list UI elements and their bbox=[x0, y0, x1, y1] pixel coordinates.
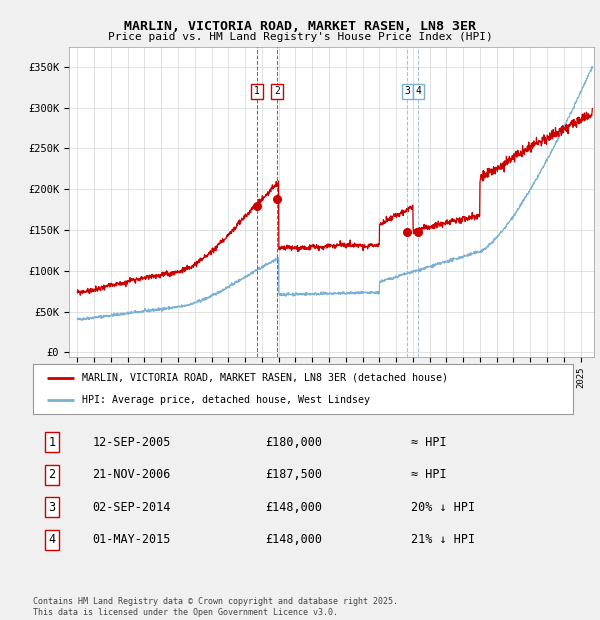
Text: 12-SEP-2005: 12-SEP-2005 bbox=[92, 436, 171, 449]
Text: 1: 1 bbox=[49, 436, 55, 449]
Text: MARLIN, VICTORIA ROAD, MARKET RASEN, LN8 3ER: MARLIN, VICTORIA ROAD, MARKET RASEN, LN8… bbox=[124, 20, 476, 33]
Text: MARLIN, VICTORIA ROAD, MARKET RASEN, LN8 3ER (detached house): MARLIN, VICTORIA ROAD, MARKET RASEN, LN8… bbox=[82, 373, 448, 383]
Text: £148,000: £148,000 bbox=[265, 533, 322, 546]
Text: £187,500: £187,500 bbox=[265, 468, 322, 481]
Text: Contains HM Land Registry data © Crown copyright and database right 2025.
This d: Contains HM Land Registry data © Crown c… bbox=[33, 598, 398, 617]
Text: HPI: Average price, detached house, West Lindsey: HPI: Average price, detached house, West… bbox=[82, 395, 370, 405]
Text: 02-SEP-2014: 02-SEP-2014 bbox=[92, 501, 171, 514]
Text: 21-NOV-2006: 21-NOV-2006 bbox=[92, 468, 171, 481]
Text: ≈ HPI: ≈ HPI bbox=[411, 468, 446, 481]
Text: ≈ HPI: ≈ HPI bbox=[411, 436, 446, 449]
Text: 3: 3 bbox=[404, 86, 410, 96]
Text: 2: 2 bbox=[49, 468, 55, 481]
Text: 4: 4 bbox=[49, 533, 55, 546]
Text: 20% ↓ HPI: 20% ↓ HPI bbox=[411, 501, 475, 514]
Text: Price paid vs. HM Land Registry's House Price Index (HPI): Price paid vs. HM Land Registry's House … bbox=[107, 32, 493, 42]
Text: 3: 3 bbox=[49, 501, 55, 514]
Text: 2: 2 bbox=[274, 86, 280, 96]
Text: 4: 4 bbox=[415, 86, 421, 96]
Text: 21% ↓ HPI: 21% ↓ HPI bbox=[411, 533, 475, 546]
Text: £148,000: £148,000 bbox=[265, 501, 322, 514]
Text: £180,000: £180,000 bbox=[265, 436, 322, 449]
Text: 1: 1 bbox=[254, 86, 260, 96]
Text: 01-MAY-2015: 01-MAY-2015 bbox=[92, 533, 171, 546]
